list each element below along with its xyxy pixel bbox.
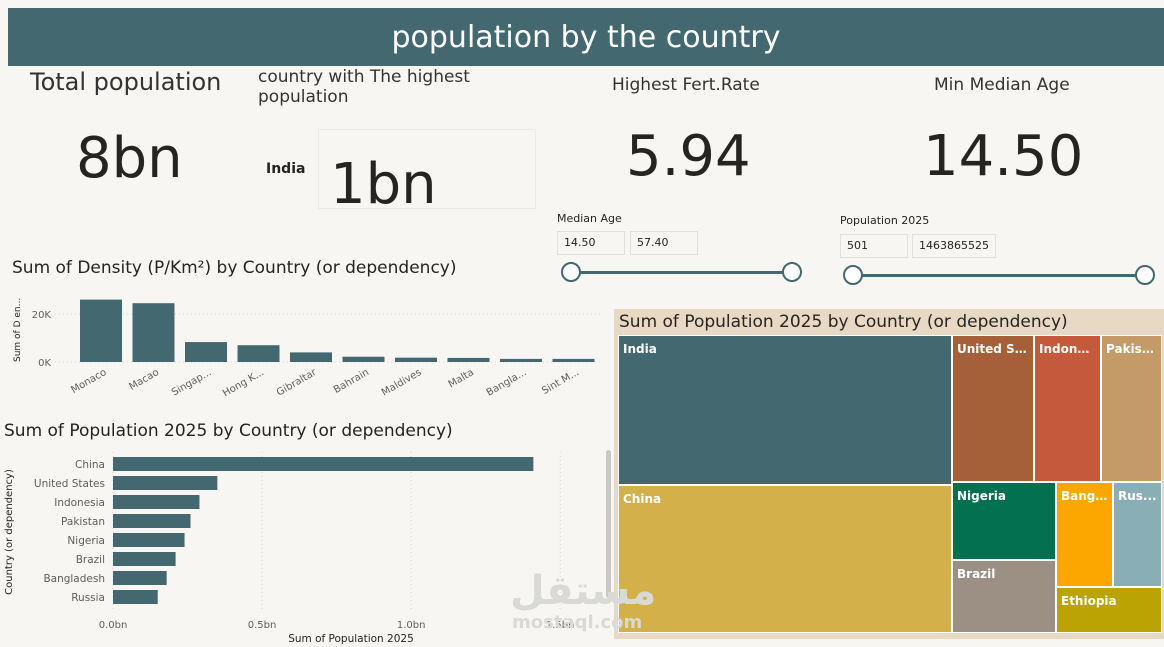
population-ytick: Indonesia [54, 497, 105, 509]
density-xtick: Macao [127, 367, 161, 393]
median-age-slider-min-handle[interactable] [561, 262, 581, 282]
population-xtick: 1.0bn [397, 620, 426, 631]
total-population-value: 8bn [76, 126, 183, 191]
treemap-cell[interactable]: Indone... [1034, 335, 1101, 482]
median-age-max-input[interactable]: 57.40 [630, 231, 698, 255]
population-ytick: United States [34, 478, 105, 490]
density-bar [185, 342, 227, 362]
population-bar [113, 590, 158, 604]
treemap-cell[interactable]: China [618, 485, 952, 633]
watermark-logo: مستقل [510, 568, 657, 614]
population-bar [113, 457, 534, 471]
population-ytick: Bangladesh [43, 573, 105, 585]
population-ytick: Pakistan [61, 516, 105, 528]
population-bar [113, 495, 200, 509]
population-ytick: China [75, 459, 105, 471]
population-slider-track[interactable] [853, 274, 1146, 277]
density-bar [237, 345, 280, 362]
density-chart-title: Sum of Density (P/Km²) by Country (or de… [12, 258, 457, 278]
density-chart: 0K 20K Sum of D en... Monaco Macao Singap... H… [13, 298, 600, 399]
highest-population-table [318, 129, 536, 209]
density-bar [80, 299, 122, 362]
population-xtick: 0.0bn [99, 620, 128, 631]
population-bar [113, 571, 167, 585]
density-xtick: Gibraltar [275, 367, 319, 399]
population-bar-chart-title: Sum of Population 2025 by Country (or de… [4, 421, 453, 441]
median-age-slider-track[interactable] [571, 271, 793, 274]
median-age-title: Min Median Age [934, 75, 1070, 95]
treemap-chart: India China United St... Indone... Pakist...… [618, 335, 1162, 633]
treemap-cell[interactable]: Brazil [952, 560, 1056, 633]
treemap-cell[interactable]: United St... [952, 335, 1034, 482]
treemap-cell[interactable]: Pakist... [1101, 335, 1162, 482]
fert-rate-value: 5.94 [626, 124, 751, 189]
median-age-min-input[interactable]: 14.50 [557, 231, 625, 255]
population-min-input[interactable]: 501 [840, 234, 908, 258]
density-bar [132, 303, 175, 362]
density-bar [290, 352, 332, 362]
population-bar-chart: 0.0bn 0.5bn 1.0bn 1.5bn China United States In… [4, 452, 575, 645]
population-xtick: 0.5bn [248, 620, 277, 631]
treemap-cell[interactable]: Ethiopia [1056, 587, 1162, 633]
density-bar [342, 356, 385, 362]
treemap-cell[interactable]: Rus... [1113, 482, 1162, 587]
population-ytick: Brazil [76, 554, 105, 566]
density-xtick: Hong K... [221, 367, 266, 399]
population-ytick: Russia [71, 592, 105, 604]
density-ytick: 20K [32, 310, 52, 321]
highest-population-value: 1bn [330, 152, 437, 217]
population-bar [113, 476, 218, 490]
density-xtick: Monaco [69, 367, 108, 396]
dashboard-title: population by the country [391, 19, 781, 55]
median-age-slider-max-handle[interactable] [782, 262, 802, 282]
population-bar [113, 514, 191, 528]
density-y-axis-label: Sum of D en... [13, 298, 23, 362]
total-population-title: Total population [30, 68, 222, 96]
treemap-cell[interactable]: Nigeria [952, 482, 1056, 560]
highest-population-title: country with The highest population [258, 67, 470, 107]
density-bar [395, 357, 437, 362]
population-y-axis-label: Country (or dependency) [4, 469, 15, 595]
population-slider-max-handle[interactable] [1135, 265, 1155, 285]
density-bar [447, 357, 490, 362]
population-ytick: Nigeria [67, 535, 105, 547]
density-xtick: Singap... [170, 367, 213, 398]
density-xtick: Bahrain [332, 367, 371, 396]
treemap-cell[interactable]: Bangl... [1056, 482, 1113, 587]
median-age-value: 14.50 [923, 124, 1084, 189]
dashboard-header: population by the country [8, 8, 1164, 66]
population-bar [113, 552, 176, 566]
treemap-cell[interactable]: India [618, 335, 952, 485]
density-ytick: 0K [38, 358, 51, 369]
density-bar [552, 358, 595, 362]
density-xtick: Malta [447, 367, 476, 390]
median-age-slicer-label: Median Age [557, 212, 622, 225]
fert-rate-title: Highest Fert.Rate [612, 75, 760, 95]
density-xtick: Bangla... [485, 367, 529, 399]
density-bar [500, 358, 542, 362]
chart-scrollbar[interactable] [606, 450, 611, 598]
population-slider-min-handle[interactable] [843, 265, 863, 285]
population-x-axis-label: Sum of Population 2025 [288, 633, 414, 645]
population-max-input[interactable]: 1463865525 [912, 234, 996, 258]
highest-population-country: India [266, 161, 306, 177]
population-slicer-label: Population 2025 [840, 214, 930, 227]
density-xtick: Maldives [380, 367, 424, 399]
watermark-site: mostaql.com [512, 612, 643, 633]
population-xtick: 1.5bn [546, 620, 575, 631]
treemap-title: Sum of Population 2025 by Country (or de… [619, 312, 1068, 332]
density-xtick: Sint M... [540, 367, 581, 397]
treemap-panel: Sum of Population 2025 by Country (or de… [614, 309, 1164, 639]
population-bar [113, 533, 185, 547]
